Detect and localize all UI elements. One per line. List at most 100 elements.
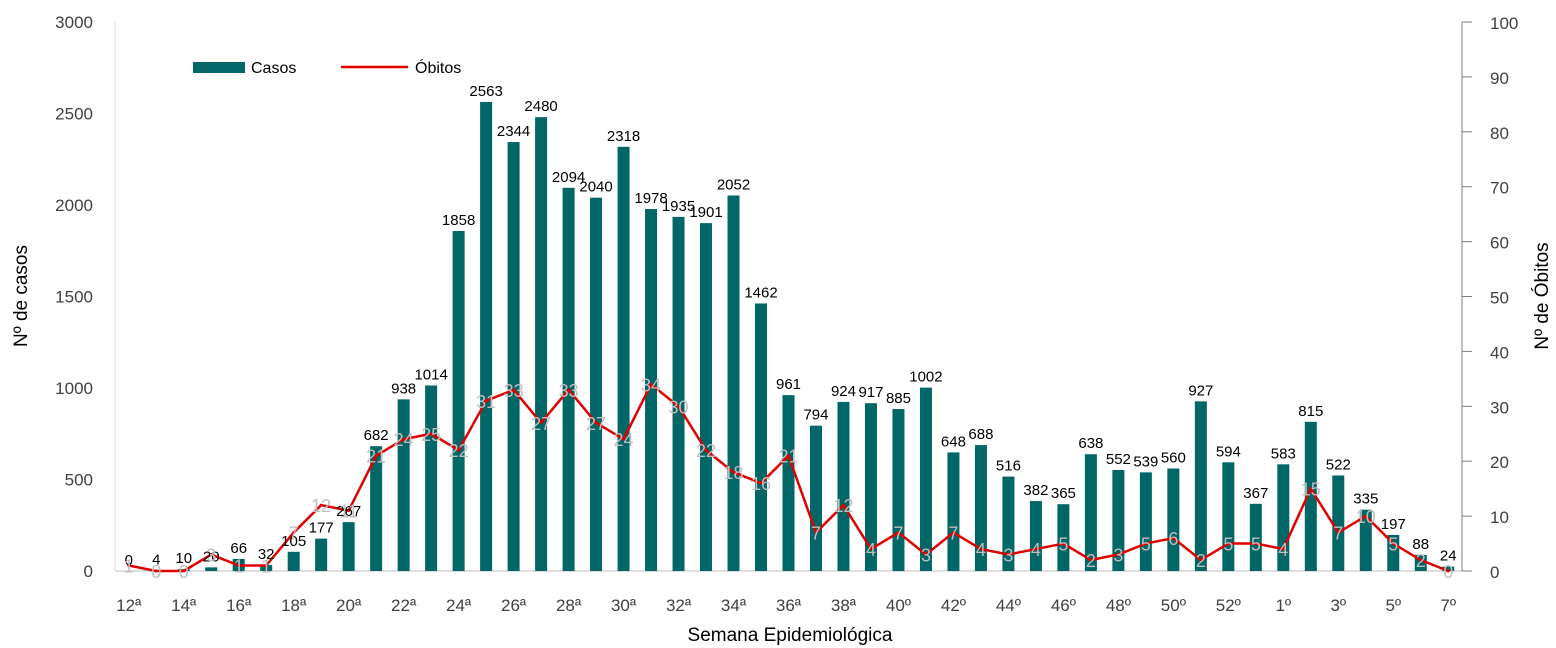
bar-data-label: 560	[1161, 450, 1186, 467]
line-data-label: 4	[976, 540, 986, 560]
line-data-label: 18	[724, 463, 744, 483]
bar	[673, 217, 685, 571]
x-tick-label: 42º	[941, 596, 966, 615]
line-data-label: 7	[1333, 524, 1343, 544]
bar-data-label: 2052	[717, 176, 750, 193]
bar-data-label: 2344	[497, 123, 530, 140]
line-data-label: 12	[311, 496, 331, 516]
line-data-label: 2	[1416, 551, 1426, 571]
bar-data-label: 382	[1023, 482, 1048, 499]
line-data-label: 5	[1223, 535, 1233, 555]
bar	[920, 388, 932, 571]
bar-data-label: 539	[1133, 453, 1158, 470]
bar	[1222, 462, 1234, 571]
line-data-label: 5	[1388, 535, 1398, 555]
bar-data-label: 2040	[579, 179, 612, 196]
x-tick-label: 32ª	[666, 596, 692, 615]
bar-data-label: 682	[364, 427, 389, 444]
x-tick-label: 14ª	[171, 596, 197, 615]
line-data-label: 2	[1196, 551, 1206, 571]
bar-data-label: 1014	[414, 366, 447, 383]
y-tick-label-left: 2500	[55, 105, 93, 124]
bar-data-label: 2563	[469, 83, 502, 100]
x-tick-label: 20ª	[336, 596, 362, 615]
x-axis-title: Semana Epidemiológica	[688, 625, 893, 646]
x-tick-label: 28ª	[556, 596, 582, 615]
y-tick-label-left: 3000	[55, 13, 93, 32]
bar	[205, 567, 217, 571]
legend-label-casos: Casos	[251, 60, 296, 77]
y-tick-label-right: 40	[1490, 343, 1509, 362]
bar	[947, 452, 959, 571]
line-data-label: 33	[559, 381, 579, 401]
bar	[535, 117, 547, 571]
bar-data-label: 197	[1381, 516, 1406, 533]
bar	[728, 195, 740, 571]
line-data-label: 21	[366, 447, 386, 467]
x-tick-label: 50º	[1161, 596, 1186, 615]
bar-data-label: 1002	[909, 369, 942, 386]
line-data-label: 31	[476, 392, 496, 412]
bar-data-label: 552	[1106, 451, 1131, 468]
bar	[700, 223, 712, 571]
x-tick-label: 44º	[996, 596, 1021, 615]
line-data-label: 0	[179, 562, 189, 582]
bar	[508, 142, 520, 571]
x-tick-label: 36ª	[776, 596, 802, 615]
line-data-label: 30	[669, 397, 689, 417]
line-data-label: 6	[1168, 529, 1178, 549]
bar	[1167, 469, 1179, 571]
y-tick-label-right: 10	[1490, 508, 1509, 527]
x-tick-label: 18ª	[281, 596, 307, 615]
line-data-label: 4	[1031, 540, 1041, 560]
legend-label-obitos: Óbitos	[415, 58, 461, 77]
bar	[783, 395, 795, 571]
line-data-label: 12	[833, 496, 853, 516]
bar	[343, 522, 355, 571]
line-data-label: 22	[449, 441, 469, 461]
bar	[892, 409, 904, 571]
line-data-label: 33	[504, 381, 524, 401]
line-data-label: 4	[1278, 540, 1288, 560]
bar	[1195, 401, 1207, 571]
line-data-label: 11	[339, 502, 358, 522]
bar-data-label: 927	[1188, 382, 1213, 399]
bar	[315, 539, 327, 571]
y-axis-title-left: Nº de casos	[11, 245, 32, 347]
bar-data-label: 516	[996, 458, 1021, 475]
line-data-label: 16	[751, 474, 771, 494]
line-data-label: 27	[586, 414, 606, 434]
line-data-label: 7	[948, 524, 958, 544]
y-tick-label-left: 1000	[55, 379, 93, 398]
line-data-label: 5	[1251, 535, 1261, 555]
x-tick-label: 26ª	[501, 596, 527, 615]
bar-data-label: 885	[886, 390, 911, 407]
y-tick-label-right: 60	[1490, 234, 1509, 253]
bar	[425, 385, 437, 571]
line-data-label: 1	[234, 557, 244, 577]
bar-data-label: 367	[1243, 485, 1268, 502]
line-data-label: 5	[1141, 535, 1151, 555]
y-tick-label-right: 50	[1490, 289, 1509, 308]
x-tick-label: 16ª	[226, 596, 252, 615]
bar-data-label: 177	[309, 520, 334, 537]
y-tick-label-right: 80	[1490, 124, 1509, 143]
bar-data-label: 365	[1051, 485, 1076, 502]
x-tick-label: 7º	[1440, 596, 1456, 615]
x-tick-label: 24ª	[446, 596, 472, 615]
bar-data-label: 648	[941, 433, 966, 450]
bar-data-label: 638	[1078, 435, 1103, 452]
bar-data-label: 583	[1271, 445, 1296, 462]
line-data-label: 7	[289, 524, 299, 544]
bar-data-label: 1858	[442, 212, 475, 229]
line-data-label: 24	[614, 430, 634, 450]
bar-data-label: 66	[230, 540, 247, 557]
bar-data-label: 594	[1216, 443, 1241, 460]
line-data-label: 4	[866, 540, 876, 560]
y-tick-label-left: 2000	[55, 196, 93, 215]
y-tick-label-right: 70	[1490, 179, 1509, 198]
line-data-label: 7	[893, 524, 903, 544]
bar-data-label: 1462	[744, 284, 777, 301]
line-data-label: 7	[811, 524, 821, 544]
